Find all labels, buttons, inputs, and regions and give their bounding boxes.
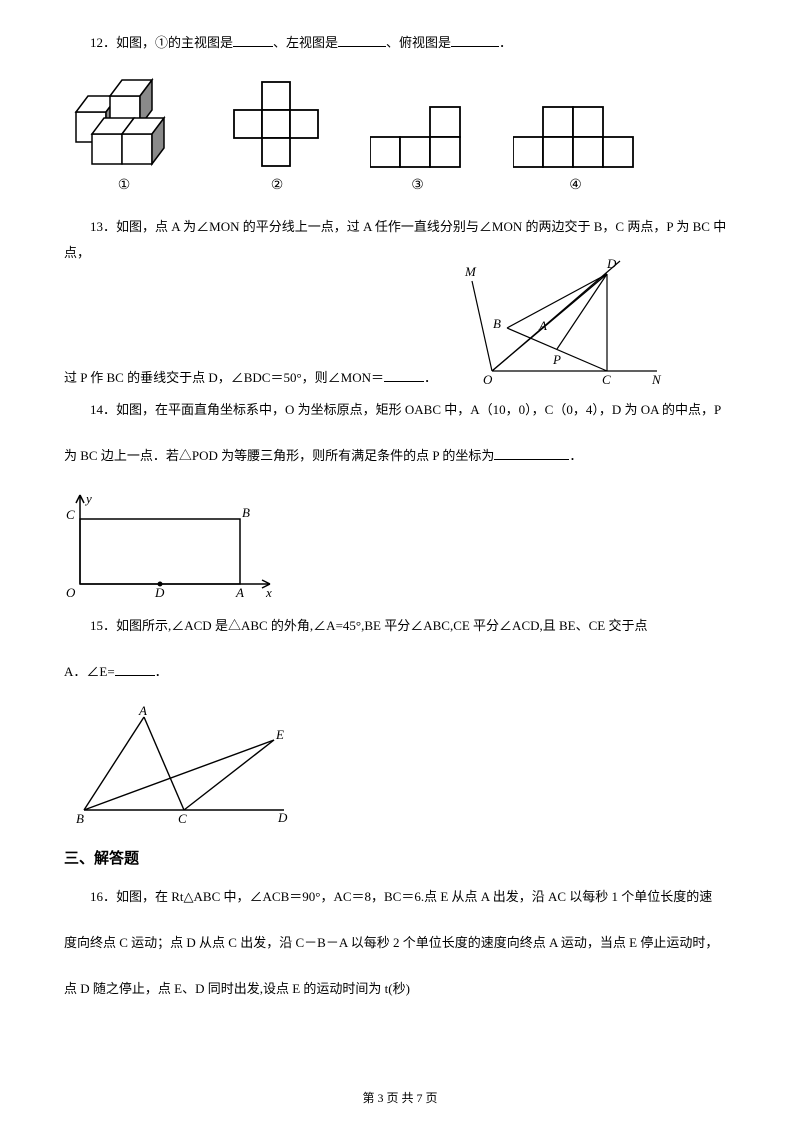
q12-number: 12 xyxy=(90,35,103,50)
footer-mid: 页 共 xyxy=(383,1091,416,1105)
label-C: C xyxy=(602,372,611,387)
question-14-line2: 为 BC 边上一点．若△POD 为等腰三角形，则所有满足条件的点 P 的坐标为 ． xyxy=(64,443,736,469)
q12-label-2: ② xyxy=(271,177,284,194)
label-B: B xyxy=(493,316,501,331)
q15-blank xyxy=(115,662,155,676)
q15-number: 15 xyxy=(90,618,103,633)
q15-line2-before: A．∠E= xyxy=(64,664,115,679)
question-16-line2: 度向终点 C 运动；点 D 从点 C 出发，沿 C－B－A 以每秒 2 个单位长… xyxy=(64,930,736,956)
q14-line2-after: ． xyxy=(569,448,582,463)
q13-number: 13 xyxy=(90,219,103,234)
q16-line1: ．如图，在 Rt△ABC 中，∠ACB＝90°，AC＝8，BC＝6.点 E 从点… xyxy=(103,889,712,904)
q12-text-after: ． xyxy=(499,35,512,50)
q13-line2-after: ． xyxy=(424,370,437,385)
footer-after: 页 xyxy=(423,1091,438,1105)
q16-line2: 度向终点 C 运动；点 D 从点 C 出发，沿 C－B－A 以每秒 2 个单位长… xyxy=(64,935,718,950)
q12-figure-2: ② xyxy=(232,76,322,194)
label-P: P xyxy=(552,352,561,367)
q14-line2-before: 为 BC 边上一点．若△POD 为等腰三角形，则所有满足条件的点 P 的坐标为 xyxy=(64,448,494,463)
q12-figure-4: ④ xyxy=(513,101,638,194)
footer-before: 第 xyxy=(362,1091,377,1105)
q14-label-O: O xyxy=(66,585,76,599)
q14-label-B: B xyxy=(242,505,250,520)
q12-figure-3: ③ xyxy=(370,101,465,194)
q14-blank xyxy=(494,446,569,460)
label-N: N xyxy=(651,372,662,387)
q12-blank-1 xyxy=(233,33,273,47)
q13-line2-wrap: 过 P 作 BC 的垂线交于点 D，∠BDC＝50°，则∠MON＝ ． xyxy=(64,365,437,391)
q14-line1: ．如图，在平面直角坐标系中，O 为坐标原点，矩形 OABC 中，A（10，0），… xyxy=(103,402,721,417)
question-15-line2: A．∠E= ． xyxy=(64,659,736,685)
question-14-line1: 14．如图，在平面直角坐标系中，O 为坐标原点，矩形 OABC 中，A（10，0… xyxy=(64,397,736,423)
label-M: M xyxy=(464,264,477,279)
q14-label-C: C xyxy=(66,507,75,522)
page-footer: 第 3 页 共 7 页 xyxy=(0,1089,800,1106)
q15-label-C: C xyxy=(178,811,187,825)
q15-label-A: A xyxy=(138,705,147,718)
view-4-icon xyxy=(513,101,638,171)
q14-label-D: D xyxy=(154,585,165,599)
q12-blank-3 xyxy=(451,33,499,47)
q13-blank xyxy=(384,368,424,382)
view-2-icon xyxy=(232,76,322,171)
label-O: O xyxy=(483,372,493,387)
q14-label-y: y xyxy=(84,491,92,506)
q12-figures: ① ② ③ xyxy=(64,76,736,194)
q12-text-before: ．如图，①的主视图是 xyxy=(103,35,233,50)
q13-diagram: M D B A O P C N xyxy=(447,256,672,391)
label-A: A xyxy=(538,318,547,333)
question-16-line3: 点 D 随之停止，点 E、D 同时出发,设点 E 的运动时间为 t(秒) xyxy=(64,976,736,1002)
question-16-line1: 16．如图，在 Rt△ABC 中，∠ACB＝90°，AC＝8，BC＝6.点 E … xyxy=(64,884,736,910)
q14-number: 14 xyxy=(90,402,103,417)
q13-row: 过 P 作 BC 的垂线交于点 D，∠BDC＝50°，则∠MON＝． M D B… xyxy=(64,286,736,391)
label-D: D xyxy=(606,256,617,271)
q12-text-mid2: 、俯视图是 xyxy=(386,35,451,50)
question-12: 12．如图，①的主视图是 、左视图是 、俯视图是 ． xyxy=(64,30,736,56)
view-3-icon xyxy=(370,101,465,171)
q15-label-E: E xyxy=(275,727,284,742)
q12-blank-2 xyxy=(338,33,386,47)
q15-label-D: D xyxy=(277,810,288,825)
q14-label-A: A xyxy=(235,585,244,599)
q12-text-mid1: 、左视图是 xyxy=(273,35,338,50)
q13-line1: ．如图，点 A 为∠MON 的平分线上一点，过 A 任作一直线分别与∠MON 的… xyxy=(64,219,726,260)
q12-label-1: ① xyxy=(118,177,131,194)
section-3-title: 三、解答题 xyxy=(64,847,736,868)
q16-number: 16 xyxy=(90,889,103,904)
q16-line3: 点 D 随之停止，点 E、D 同时出发,设点 E 的运动时间为 t(秒) xyxy=(64,981,410,996)
q14-diagram: y x C B O D A xyxy=(60,489,280,599)
q13-line2-before: 过 P 作 BC 的垂线交于点 D，∠BDC＝50°，则∠MON＝ xyxy=(64,370,384,385)
q15-line2-after: ． xyxy=(155,664,168,679)
q14-label-x: x xyxy=(265,585,272,599)
q12-label-3: ③ xyxy=(411,177,424,194)
q15-label-B: B xyxy=(76,811,84,825)
q12-figure-1: ① xyxy=(64,76,184,194)
q12-label-4: ④ xyxy=(569,177,582,194)
q15-diagram: A E B C D xyxy=(74,705,309,825)
question-15-line1: 15．如图所示,∠ACD 是△ABC 的外角,∠A=45°,BE 平分∠ABC,… xyxy=(64,613,736,639)
q15-line1: ．如图所示,∠ACD 是△ABC 的外角,∠A=45°,BE 平分∠ABC,CE… xyxy=(103,618,647,633)
cube-3d-icon xyxy=(64,76,184,171)
